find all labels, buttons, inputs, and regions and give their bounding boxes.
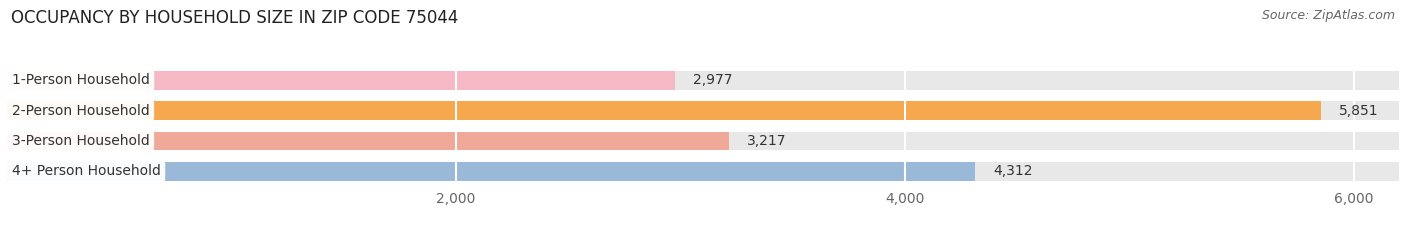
- Bar: [7, 101, 1320, 120]
- Text: 3-Person Household: 3-Person Household: [11, 134, 149, 148]
- Text: 2,977: 2,977: [693, 73, 733, 87]
- Bar: [7, 162, 1399, 181]
- Bar: [7, 162, 976, 181]
- Bar: [7, 132, 730, 150]
- Text: 1-Person Household: 1-Person Household: [11, 73, 149, 87]
- Bar: [7, 71, 675, 90]
- Text: 5,851: 5,851: [1339, 104, 1378, 118]
- Bar: [7, 101, 1399, 120]
- Text: 4+ Person Household: 4+ Person Household: [11, 164, 160, 178]
- Text: Source: ZipAtlas.com: Source: ZipAtlas.com: [1261, 9, 1395, 22]
- Bar: [7, 132, 1399, 150]
- Text: 3,217: 3,217: [747, 134, 787, 148]
- Text: OCCUPANCY BY HOUSEHOLD SIZE IN ZIP CODE 75044: OCCUPANCY BY HOUSEHOLD SIZE IN ZIP CODE …: [11, 9, 458, 27]
- Text: 2-Person Household: 2-Person Household: [11, 104, 149, 118]
- Bar: [7, 71, 1399, 90]
- Text: 4,312: 4,312: [993, 164, 1032, 178]
